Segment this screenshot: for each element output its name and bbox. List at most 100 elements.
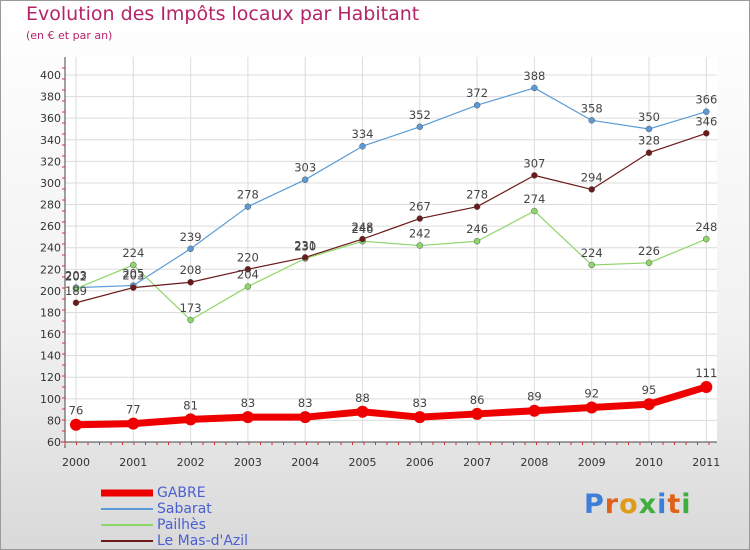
series-line-2 (75, 210, 707, 321)
data-label: 83 (298, 396, 313, 410)
data-point (416, 215, 424, 222)
data-point (531, 207, 538, 215)
data-point (356, 405, 369, 418)
legend-label: Pailhès (157, 517, 206, 533)
data-label: 88 (355, 391, 370, 405)
data-point (244, 266, 252, 273)
legend-item: Pailhès (101, 517, 361, 533)
data-label: 173 (180, 301, 202, 315)
x-tick-label: 2000 (62, 456, 90, 469)
x-tick-label: 2006 (406, 456, 434, 469)
data-label: 388 (523, 69, 545, 83)
data-label: 334 (352, 127, 374, 141)
series-line-0 (75, 383, 708, 429)
data-label: 350 (638, 110, 660, 124)
data-point (588, 261, 595, 269)
logo-letter: t (667, 489, 682, 520)
data-point (241, 411, 254, 424)
data-point (588, 186, 595, 193)
data-point (645, 149, 653, 156)
data-point (645, 125, 653, 133)
y-tick-label: 220 (40, 263, 61, 276)
x-tick-label: 2009 (578, 456, 606, 469)
chart-title: Evolution des Impôts locaux par Habitant (26, 3, 420, 25)
y-tick-label: 180 (40, 306, 61, 319)
legend-label: Sabarat (157, 501, 212, 517)
data-label: 226 (638, 244, 660, 258)
data-point (127, 417, 140, 430)
data-point (473, 101, 481, 109)
data-label: 83 (241, 396, 256, 410)
data-label: 246 (466, 222, 488, 236)
legend: GABRE Sabarat Pailhès Le Mas-d'Azil (101, 485, 361, 549)
data-label: 274 (523, 192, 545, 206)
x-tick-label: 2004 (291, 456, 319, 469)
y-tick-label: 400 (40, 69, 61, 82)
data-label: 224 (581, 246, 603, 260)
data-point (703, 108, 710, 115)
legend-swatch (101, 524, 153, 526)
y-tick-label: 360 (40, 112, 61, 125)
proxiti-logo: Proxiti (584, 489, 692, 520)
y-tick-label: 140 (40, 350, 61, 363)
legend-item: Le Mas-d'Azil (101, 533, 361, 549)
series-layer (70, 84, 713, 431)
legend-swatch (101, 489, 153, 497)
y-tick-label: 280 (40, 199, 61, 212)
logo-letter: r (604, 489, 620, 520)
data-label: 230 (294, 240, 316, 254)
data-label: 278 (466, 188, 488, 202)
data-point (359, 235, 366, 243)
data-label: 366 (695, 93, 717, 107)
data-point (244, 203, 252, 210)
y-tick-label: 380 (40, 91, 61, 104)
axis-layer: 60 80 100 120 140 160 180 200 220 240 260 280 300 320… (40, 57, 720, 469)
x-tick-label: 2007 (463, 456, 491, 469)
data-label: 358 (581, 101, 603, 115)
data-label: 278 (237, 188, 259, 202)
data-label: 248 (352, 220, 374, 234)
x-tick-label: 2005 (349, 456, 377, 469)
data-label: 208 (180, 263, 202, 277)
data-point (72, 285, 80, 292)
y-tick-label: 260 (40, 220, 61, 233)
data-point (531, 172, 538, 179)
data-label: 352 (409, 108, 431, 122)
data-point (416, 123, 424, 131)
data-label: 231 (294, 238, 316, 252)
data-point (703, 235, 710, 243)
data-label: 220 (237, 250, 259, 264)
data-point (70, 418, 82, 431)
y-tick-label: 340 (40, 134, 61, 147)
data-point (130, 261, 137, 269)
data-label: 307 (523, 156, 545, 170)
data-label: 346 (695, 114, 717, 128)
data-label: 83 (412, 396, 427, 410)
legend-label: Le Mas-d'Azil (157, 533, 249, 549)
grid-layer (65, 57, 717, 443)
data-label: 111 (695, 366, 717, 380)
data-point (528, 404, 541, 417)
data-point (187, 245, 194, 253)
data-point (301, 254, 309, 261)
legend-item: GABRE (101, 485, 361, 501)
y-tick-label: 320 (40, 155, 61, 168)
data-point (531, 84, 538, 92)
data-point (645, 259, 653, 267)
data-label: 77 (126, 403, 141, 417)
y-tick-label: 200 (40, 285, 61, 298)
legend-swatch (101, 508, 153, 510)
data-label: 92 (584, 386, 599, 400)
data-point (244, 283, 252, 290)
x-tick-label: 2011 (692, 456, 720, 469)
data-label: 202 (65, 270, 87, 284)
y-tick-label: 60 (47, 436, 61, 449)
plot-area (65, 57, 717, 442)
data-point (700, 380, 713, 393)
data-point (473, 237, 481, 245)
y-tick-label: 100 (40, 393, 61, 406)
logo-letter: i (657, 489, 668, 520)
